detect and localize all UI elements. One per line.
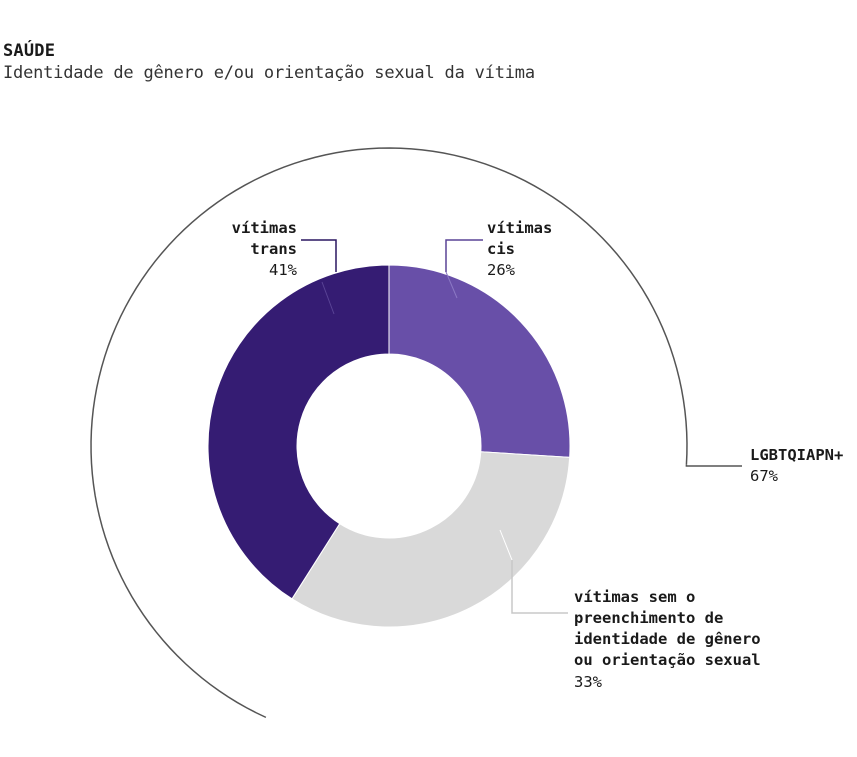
- leader-line-trans: [301, 239, 337, 272]
- leader-line-unknown: [511, 560, 568, 614]
- label-trans: vítimas trans 41%: [232, 219, 298, 279]
- donut-slices: [207, 264, 571, 628]
- label-cis-pct: 26%: [487, 261, 516, 279]
- label-unknown-line-3: identidade de gênero: [574, 630, 761, 648]
- section-title: SAÚDE: [3, 41, 56, 61]
- donut-slice-trans: [207, 264, 390, 600]
- chart-header: SAÚDE Identidade de gênero e/ou orientaç…: [3, 40, 535, 84]
- label-cis: vítimas cis 26%: [487, 219, 552, 279]
- label-unknown: vítimas sem o preenchimento de identidad…: [574, 588, 761, 691]
- label-cis-line-2: cis: [487, 240, 515, 258]
- label-cis-line-1: vítimas: [487, 219, 552, 237]
- label-trans-line-1: vítimas: [232, 219, 297, 237]
- label-unknown-pct: 33%: [574, 673, 603, 691]
- label-unknown-line-1: vítimas sem o: [574, 588, 695, 606]
- slice-tick-trans: [321, 281, 335, 315]
- slice-tick-cis: [445, 271, 458, 299]
- label-trans-line-2: trans: [250, 240, 297, 258]
- leader-line-cis: [445, 239, 483, 272]
- chart-subtitle: Identidade de gênero e/ou orientação sex…: [3, 63, 535, 83]
- group-arc-lgbtqiapn: [90, 147, 688, 719]
- label-unknown-line-4: ou orientação sexual: [574, 651, 761, 669]
- label-unknown-line-2: preenchimento de: [574, 609, 723, 627]
- label-group: LGBTQIAPN+ 67%: [750, 446, 843, 485]
- donut-slice-cis: [388, 264, 571, 458]
- donut-slice-unknown: [291, 451, 571, 628]
- label-group-name: LGBTQIAPN+: [750, 446, 843, 464]
- group-arc-tail: [685, 464, 742, 467]
- slice-tick-unknown: [499, 529, 513, 561]
- label-group-pct: 67%: [750, 467, 779, 485]
- label-trans-pct: 41%: [269, 261, 298, 279]
